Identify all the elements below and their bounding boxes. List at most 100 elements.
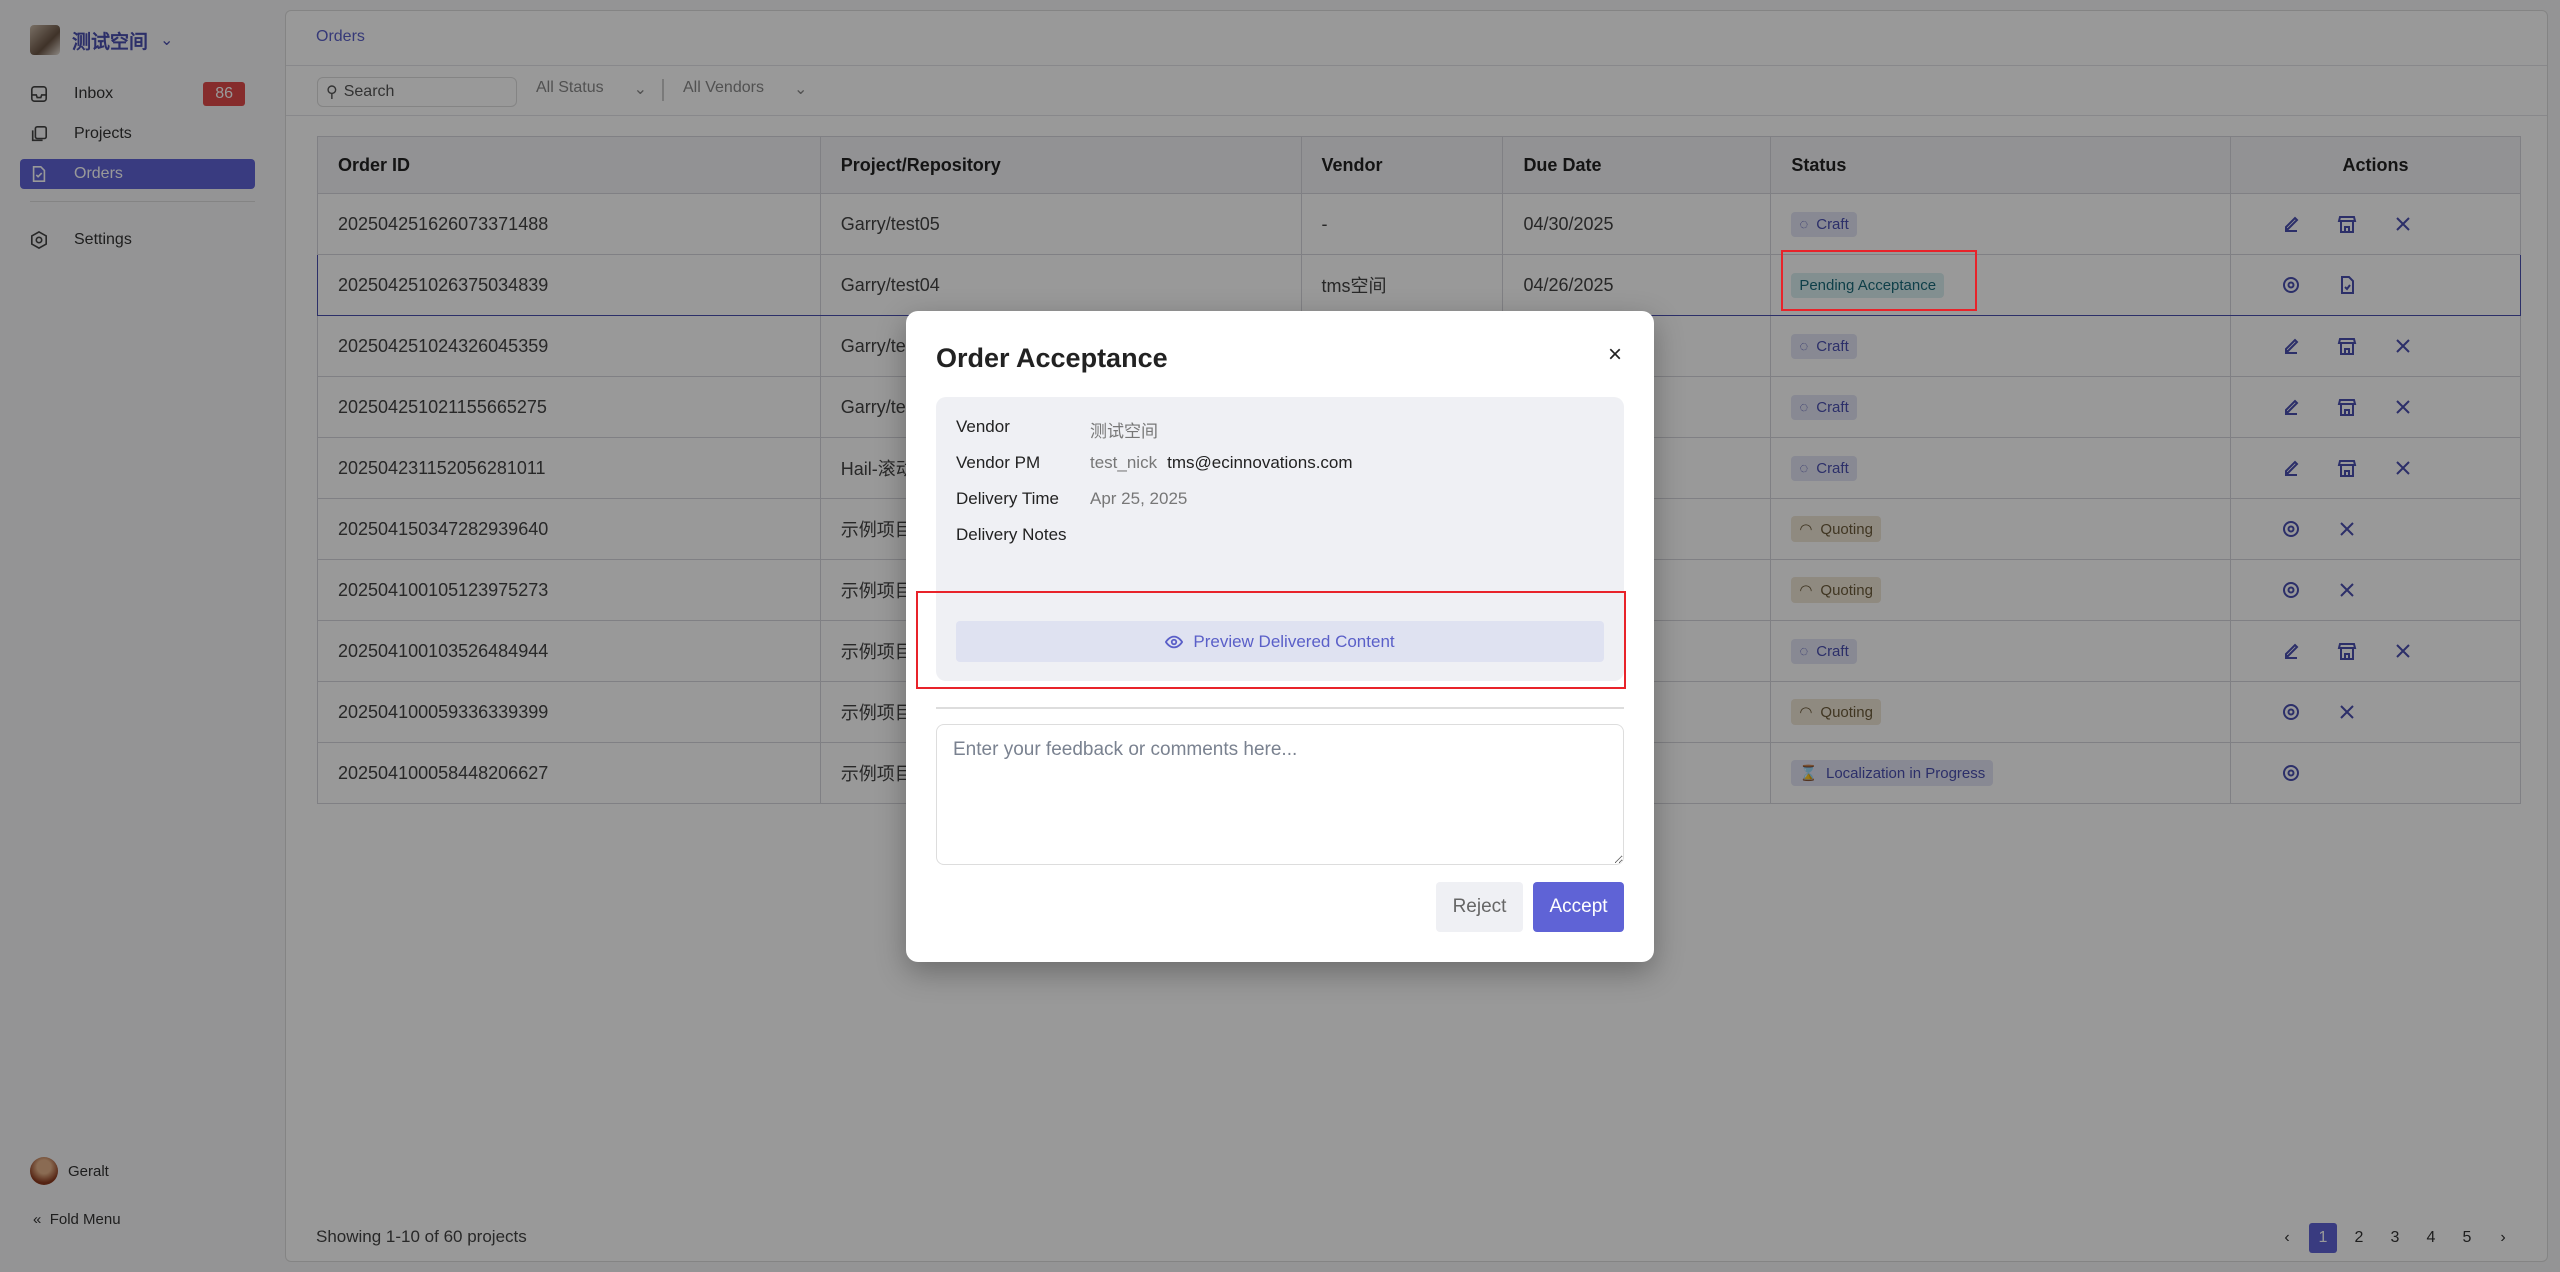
vendor-pm-label: Vendor PM bbox=[956, 453, 1041, 472]
accept-button[interactable]: Accept bbox=[1533, 882, 1624, 932]
status-badge: ◠ Quoting bbox=[1791, 577, 1881, 603]
workspace-switcher[interactable]: 测试空间 ⌄ bbox=[30, 25, 173, 55]
order-acceptance-dialog: Order Acceptance × Vendor 测试空间 Vendor PM t… bbox=[906, 311, 1654, 962]
close-icon[interactable] bbox=[2393, 641, 2413, 661]
page-button[interactable]: 4 bbox=[2426, 1229, 2436, 1246]
page-button[interactable]: 5 bbox=[2462, 1229, 2472, 1246]
user-profile[interactable]: Geralt bbox=[30, 1157, 109, 1185]
fold-menu-label: Fold Menu bbox=[49, 1211, 121, 1228]
sidebar-item-label: Inbox bbox=[74, 85, 114, 102]
workspace-name: 测试空间 bbox=[72, 31, 149, 53]
vendor-value: 测试空间 bbox=[1090, 422, 1158, 441]
search-input[interactable]: ⚲ Search bbox=[317, 77, 517, 107]
vendor: tms空间 bbox=[1300, 254, 1504, 316]
status-badge: ◌ Craft bbox=[1791, 638, 1857, 664]
order-id: 202504150347282939640 bbox=[317, 498, 821, 560]
next-page-button[interactable]: › bbox=[2500, 1229, 2506, 1246]
column-header[interactable]: Project/Repository bbox=[819, 136, 1302, 194]
status-icon: ◠ bbox=[1799, 521, 1813, 538]
store-icon[interactable] bbox=[2337, 458, 2357, 478]
vendor-filter[interactable]: All Vendors ⌄ bbox=[683, 79, 807, 99]
eye-icon[interactable] bbox=[2281, 580, 2301, 600]
status-label: Craft bbox=[1816, 337, 1849, 355]
close-icon[interactable] bbox=[2393, 397, 2413, 417]
due-date: 04/30/2025 bbox=[1502, 193, 1772, 255]
close-icon[interactable] bbox=[2393, 336, 2413, 356]
preview-delivered-content-button[interactable]: Preview Delivered Content bbox=[956, 621, 1604, 662]
status-icon: ◠ bbox=[1799, 582, 1813, 599]
order-id: 202504251026375034839 bbox=[317, 254, 821, 316]
filter-divider-line bbox=[286, 115, 2547, 116]
status-icon: ◌ bbox=[1799, 459, 1809, 477]
status-cell: Pending Acceptance bbox=[1770, 254, 2232, 316]
status-cell: ◌ Craft bbox=[1770, 376, 2232, 438]
eye-icon[interactable] bbox=[2281, 275, 2301, 295]
page-button[interactable]: 1 bbox=[2309, 1223, 2337, 1253]
file-check-icon[interactable] bbox=[2337, 275, 2357, 295]
eye-icon[interactable] bbox=[2281, 519, 2301, 539]
actions-cell bbox=[2230, 498, 2521, 560]
sidebar-item-orders[interactable]: Orders bbox=[20, 159, 255, 189]
store-icon[interactable] bbox=[2337, 214, 2357, 234]
status-badge: ⌛ Localization in Progress bbox=[1791, 760, 1994, 786]
status-icon: ◠ bbox=[1799, 704, 1813, 721]
edit-icon[interactable] bbox=[2281, 397, 2301, 417]
store-icon[interactable] bbox=[2337, 336, 2357, 356]
highlight-box bbox=[1781, 250, 1977, 311]
sidebar-item-projects[interactable]: Projects bbox=[20, 119, 255, 149]
sidebar-item-inbox[interactable]: Inbox 86 bbox=[20, 79, 255, 109]
status-filter[interactable]: All Status ⌄ bbox=[536, 79, 647, 99]
status-label: Localization in Progress bbox=[1826, 764, 1986, 782]
column-header[interactable]: Actions bbox=[2230, 136, 2521, 194]
feedback-textarea[interactable] bbox=[936, 724, 1624, 865]
status-icon: ◌ bbox=[1799, 642, 1809, 660]
prev-page-button[interactable]: ‹ bbox=[2284, 1229, 2290, 1246]
chevrons-left-icon: « bbox=[33, 1211, 42, 1228]
eye-icon[interactable] bbox=[2281, 763, 2301, 783]
store-icon[interactable] bbox=[2337, 641, 2357, 661]
preview-label: Preview Delivered Content bbox=[1193, 631, 1395, 651]
status-label: Pending Acceptance bbox=[1799, 276, 1937, 294]
close-icon[interactable] bbox=[2337, 580, 2357, 600]
sidebar-item-settings[interactable]: Settings bbox=[20, 225, 255, 255]
delivery-info-panel: Vendor 测试空间 Vendor PM test_nick tms@ecinnov… bbox=[936, 397, 1624, 681]
status-cell: ◌ Craft bbox=[1770, 620, 2232, 682]
actions-cell bbox=[2230, 437, 2521, 499]
inbox-icon bbox=[30, 85, 48, 103]
pagination-summary: Showing 1-10 of 60 projects bbox=[316, 1227, 527, 1246]
edit-icon[interactable] bbox=[2281, 336, 2301, 356]
inbox-count-badge: 86 bbox=[203, 82, 245, 106]
sidebar: 测试空间 ⌄ Inbox 86 Projects Orders Settings… bbox=[0, 0, 285, 1272]
reject-button[interactable]: Reject bbox=[1436, 882, 1523, 932]
edit-icon[interactable] bbox=[2281, 458, 2301, 478]
column-header[interactable]: Status bbox=[1770, 136, 2232, 194]
workspace-logo bbox=[30, 25, 60, 55]
vendor-label: Vendor bbox=[956, 417, 1010, 436]
vendor-pm-email: tms@ecinnovations.com bbox=[1167, 453, 1353, 472]
column-header[interactable]: Vendor bbox=[1300, 136, 1504, 194]
table-row[interactable]: 202504251026375034839 Garry/test04 tms空间… bbox=[317, 254, 2521, 316]
status-cell: ◠ Quoting bbox=[1770, 498, 2232, 560]
close-icon[interactable]: × bbox=[1607, 341, 1622, 368]
breadcrumb[interactable]: Orders bbox=[316, 28, 365, 45]
store-icon[interactable] bbox=[2337, 397, 2357, 417]
page-button[interactable]: 3 bbox=[2390, 1229, 2400, 1246]
settings-icon bbox=[30, 231, 48, 249]
filter-divider bbox=[662, 79, 664, 101]
fold-menu-button[interactable]: « Fold Menu bbox=[33, 1211, 121, 1228]
close-icon[interactable] bbox=[2337, 519, 2357, 539]
page-button[interactable]: 2 bbox=[2354, 1229, 2364, 1246]
close-icon[interactable] bbox=[2393, 214, 2413, 234]
chevron-down-icon: ⌄ bbox=[160, 32, 174, 49]
close-icon[interactable] bbox=[2337, 702, 2357, 722]
actions-cell bbox=[2230, 742, 2521, 804]
search-icon: ⚲ bbox=[326, 84, 338, 101]
actions-cell bbox=[2230, 254, 2521, 316]
status-cell: ⌛ Localization in Progress bbox=[1770, 742, 2232, 804]
column-header[interactable]: Order ID bbox=[317, 136, 821, 194]
eye-icon[interactable] bbox=[2281, 702, 2301, 722]
order-id: 202504251021155665275 bbox=[317, 376, 821, 438]
close-icon[interactable] bbox=[2393, 458, 2413, 478]
edit-icon[interactable] bbox=[2281, 641, 2301, 661]
edit-icon[interactable] bbox=[2281, 214, 2301, 234]
